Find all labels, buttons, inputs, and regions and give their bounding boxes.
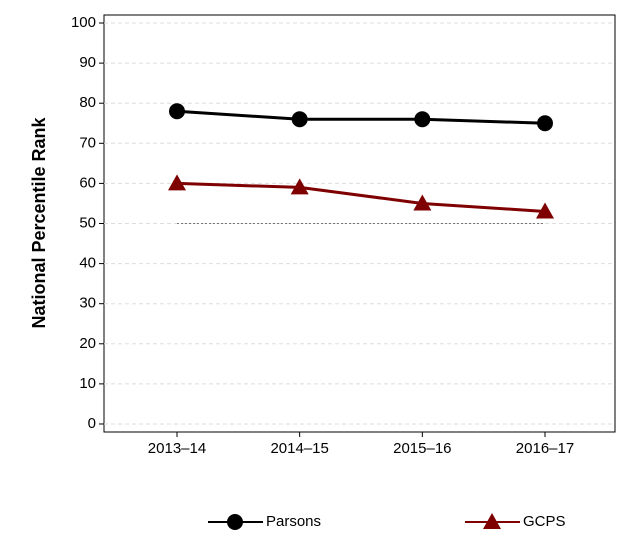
x-tick-label: 2016–17 [516,440,574,457]
data-point [291,111,308,128]
series-line [176,109,546,125]
data-point [413,194,432,211]
legend-label: Parsons [266,513,321,530]
y-tick-label: 30 [79,295,96,312]
legend-label: GCPS [523,513,566,530]
data-point [414,111,431,128]
data-point [537,115,553,132]
y-tick-label: 100 [71,14,96,31]
y-tick-label: 70 [79,134,96,151]
y-tick-label: 20 [79,335,96,352]
y-tick-label: 50 [79,214,96,231]
x-tick-label: 2014–15 [270,440,328,457]
y-tick-label: 0 [88,415,96,432]
y-axis-label: National Percentile Rank [29,116,49,328]
series-line [176,181,546,213]
data-point [536,202,554,219]
x-tick-label: 2013–14 [148,440,206,457]
y-tick-label: 40 [79,255,96,272]
data-point [169,103,185,120]
data-point [168,174,186,191]
y-tick-label: 90 [79,54,96,71]
y-tick-label: 10 [79,375,96,392]
y-tick-label: 60 [79,174,96,191]
data-point [290,178,309,195]
legend-marker [227,514,243,530]
legend-marker [483,513,501,529]
x-tick-label: 2015–16 [393,440,451,457]
y-tick-label: 80 [79,94,96,111]
